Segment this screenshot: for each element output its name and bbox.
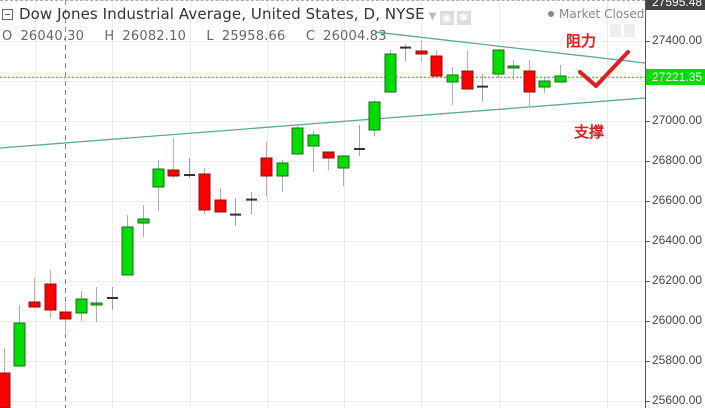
price-tick-label: 25600.00: [645, 393, 703, 407]
candle-down: [246, 198, 257, 201]
scroll-up-icon[interactable]: [624, 24, 635, 37]
candle-up: [75, 298, 88, 314]
top-price-tag: 27595.48: [646, 0, 705, 10]
candle-down: [430, 55, 443, 77]
price-tick-label: 26600.00: [645, 193, 703, 207]
candle-up: [121, 226, 134, 276]
price-tick-label: 26000.00: [645, 313, 703, 327]
candle-down: [28, 301, 41, 308]
candle-up: [276, 162, 289, 177]
close-value: C 26004.83: [305, 29, 387, 44]
support-label: 支撑: [574, 123, 605, 141]
resistance-trendline: [374, 31, 645, 64]
current-price-tag: 27221.35: [646, 69, 705, 85]
candle-up: [291, 127, 304, 155]
candle-up: [90, 302, 103, 306]
price-tick-label: 26200.00: [645, 273, 703, 287]
candle-down: [461, 70, 474, 90]
candle-down: [59, 311, 72, 320]
ohlc-values: O 26040.30 H 26082.10 L 25958.66 C 26004.83: [2, 29, 403, 44]
support-trendline: [0, 97, 645, 149]
candle-up: [368, 101, 381, 131]
resistance-label: 阻力: [566, 32, 597, 50]
candle-down: [415, 50, 428, 55]
candle-down: [198, 173, 211, 211]
gear-icon[interactable]: ✱: [456, 11, 471, 25]
candle-down: [260, 157, 273, 177]
candle-down: [477, 85, 488, 88]
collapse-icon[interactable]: [2, 9, 13, 20]
price-tick-label: 27400.00: [645, 33, 703, 47]
candle-up: [152, 168, 165, 188]
candle-up: [384, 53, 397, 93]
scroll-down-icon[interactable]: [610, 24, 621, 37]
candlestick-chart: [0, 0, 645, 408]
eye-icon[interactable]: ◉: [439, 11, 454, 25]
candle-down: [214, 199, 227, 213]
price-axis[interactable]: 27595.48 27400.00 27000.00 26800.00 26600.0…: [645, 0, 705, 408]
candle-up: [137, 218, 150, 224]
top-dashed-border: [0, 0, 645, 1]
price-tick-label: 27000.00: [645, 113, 703, 127]
price-tick-label: 26800.00: [645, 153, 703, 167]
price-tick-label: 25800.00: [645, 353, 703, 367]
candle-down: [167, 169, 180, 177]
checkmark-icon: [578, 50, 630, 88]
chevron-down-icon[interactable]: ▼: [428, 11, 437, 22]
price-tick-label: 26400.00: [645, 233, 703, 247]
chart-plot-area[interactable]: Dow Jones Industrial Average, United Sta…: [0, 0, 645, 408]
candle-up: [307, 134, 320, 147]
candle-down: [354, 148, 365, 150]
candle-up: [507, 65, 520, 69]
candle-down: [44, 283, 57, 311]
symbol-legend: Dow Jones Industrial Average, United Sta…: [2, 5, 471, 25]
symbol-title: Dow Jones Industrial Average, United Sta…: [19, 5, 425, 23]
candle-down: [322, 151, 335, 159]
candle-up: [554, 75, 567, 83]
candle-up: [492, 49, 505, 75]
candle-up: [337, 155, 350, 169]
candle-up: [13, 322, 26, 367]
candle-up: [446, 74, 459, 83]
candle-down: [0, 372, 11, 408]
market-status-text: Market Closed: [559, 7, 645, 21]
candle-up: [538, 80, 551, 88]
candle-down: [230, 213, 241, 216]
candle-down: [400, 46, 411, 49]
candle-down: [184, 174, 195, 176]
high-value: H 26082.10: [104, 29, 187, 44]
candle-down: [523, 70, 536, 93]
low-value: L 25958.66: [206, 29, 286, 44]
market-status: Market Closed: [548, 7, 644, 21]
status-dot-icon: [548, 11, 554, 17]
candle-down: [107, 297, 118, 299]
open-value: O 26040.30: [2, 29, 85, 44]
